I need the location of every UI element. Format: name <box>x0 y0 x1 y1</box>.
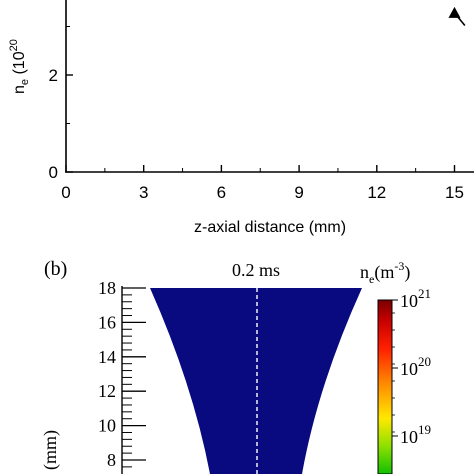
y-tick-label: 2 <box>49 66 58 85</box>
colorbar-ticks: 1021 1020 1019 <box>392 286 431 447</box>
ruler-y-label: (mm) <box>40 430 61 470</box>
y-tick-label: 0 <box>49 163 58 182</box>
ruler-ticks: 18 16 14 12 10 8 <box>98 278 146 470</box>
x-tick-label: 3 <box>139 183 148 202</box>
colorbar-tick-label: 1021 <box>400 286 431 311</box>
plasma-plume-shape <box>150 288 362 474</box>
panel-label-b: (b) <box>44 258 67 280</box>
time-label: 0.2 ms <box>232 260 280 280</box>
ruler-tick-label: 8 <box>107 450 116 470</box>
data-point-triangle <box>448 6 461 18</box>
y-axis-label: ne (1020 <box>8 39 31 94</box>
x-tick-label: 12 <box>367 183 386 202</box>
x-axis-label: z-axial distance (mm) <box>194 219 346 236</box>
series-layer <box>448 6 466 27</box>
panel-b: (b) 0.2 ms 18 16 14 12 10 8 (mm) ne(m-3) <box>40 258 431 474</box>
ruler-tick-label: 18 <box>98 278 116 298</box>
ruler-tick-label: 14 <box>98 347 116 367</box>
ruler-tick-label: 16 <box>98 312 116 332</box>
panel-a: ne (1020 02 0 3 6 9 12 15 z-axial distance (m… <box>8 0 474 236</box>
colorbar-tick-label: 1019 <box>400 422 431 447</box>
y-axis-ticks: 02 <box>49 26 73 182</box>
x-tick-label: 15 <box>445 183 464 202</box>
colorbar-title: ne(m-3) <box>360 259 410 286</box>
colorbar-tick-label: 1020 <box>400 354 431 379</box>
ruler-tick-label: 12 <box>98 381 116 401</box>
ruler-tick-label: 10 <box>98 416 116 436</box>
x-axis-ticks: 0 3 6 9 12 15 <box>61 165 464 202</box>
x-tick-label: 0 <box>61 183 70 202</box>
colorbar: ne(m-3) 1021 1020 1019 <box>360 259 431 474</box>
colorbar-gradient <box>377 299 393 474</box>
x-tick-label: 6 <box>217 183 226 202</box>
x-tick-label: 9 <box>294 183 303 202</box>
